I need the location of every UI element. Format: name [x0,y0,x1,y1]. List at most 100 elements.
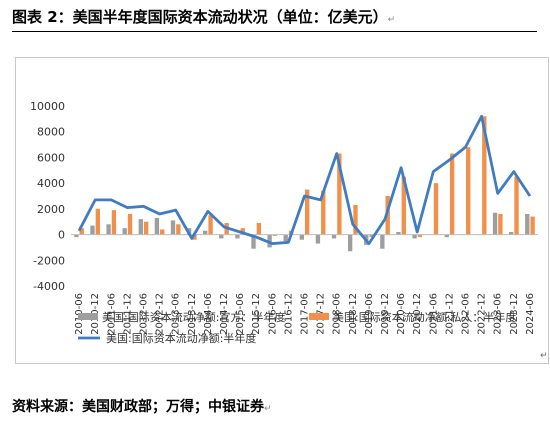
x-tick-label: 2014-06 [203,293,214,335]
paragraph-mark: ↵ [387,15,396,25]
x-tick-label: 2011-12 [122,293,133,335]
legend-swatch-official [78,313,98,320]
paragraph-mark: ↵ [540,351,548,361]
x-tick-label: 2014-12 [219,293,230,335]
bar-private [353,205,358,235]
bar-official [525,214,530,235]
bar-official [235,234,240,239]
legend: 美国:国际资本流动净额:官方：半年度 美国:国际资本流动净额:私人：半年度美国:国… [78,310,516,345]
x-tick-label: 2023-06 [493,293,504,335]
y-axis: -4000 -2000 0 2000 4000 6000 8000 10000 [30,100,65,293]
x-tick-label: 2013-12 [187,293,198,335]
bar-private [401,176,406,235]
x-tick-label: 2020-06 [396,293,407,335]
line-layer [77,114,532,246]
bar-official [492,212,498,235]
bar-private [385,196,390,235]
bar-official [203,230,208,235]
bar-private [208,215,213,235]
bar-private [160,229,165,235]
legend-label-private: 美国:国际资本流动净额:私人：半年度 [333,310,516,324]
bar-private [272,234,278,236]
x-tick-label: 2013-06 [171,293,182,335]
bar-official [380,234,385,249]
y-tick-label: 10000 [30,100,65,113]
title-rule [12,31,537,32]
bar-private [111,210,117,235]
bar-official [396,232,401,235]
bar-official [299,234,304,240]
legend-swatch-private [309,313,329,320]
x-tick-label: 2011-06 [106,293,117,335]
y-tick-label: 0 [58,229,65,242]
bar-official [331,234,337,239]
bar-official [138,219,143,235]
bar-private [305,189,310,235]
y-tick-label: 2000 [37,203,65,216]
bar-official [219,234,224,239]
bar-private [240,228,245,235]
x-tick-label: 2022-06 [461,293,472,335]
x-tick-label: 2016-12 [283,293,294,335]
bar-official [315,234,321,244]
bar-private [95,208,101,235]
x-tick-label: 2021-06 [428,293,439,335]
x-tick-label: 2012-12 [155,293,166,335]
bars-layer [74,116,535,252]
x-tick-label: 2018-12 [348,293,359,335]
bar-official [106,224,111,235]
bar-official [283,234,288,241]
legend-label-official: 美国:国际资本流动净额:官方：半年度 [102,310,285,324]
bar-private [321,190,326,235]
bar-official [154,217,160,235]
bar-official [412,234,417,239]
legend-label-net: 美国:国际资本流动净额:半年度 [106,331,256,345]
x-tick-label: 2015-12 [251,293,262,335]
bar-private [127,214,133,235]
x-tick-label: 2022-12 [477,293,488,335]
bar-official [170,220,176,235]
x-tick-label: 2018-06 [332,293,343,335]
x-tick-label: 2023-12 [509,293,520,335]
bar-private [482,116,487,235]
y-tick-label: -2000 [33,254,65,267]
bar-private [417,234,423,238]
x-tick-label: 2020-12 [412,293,423,335]
source-note: 资料来源：美国财政部；万得；中银证券↵ [12,399,272,415]
bar-official [347,234,353,252]
x-tick-label: 2015-06 [235,293,246,335]
bar-private [192,234,197,240]
paragraph-mark: ↵ [264,404,272,414]
bar-official [251,234,256,249]
bar-private [143,221,149,235]
bar-private [79,228,84,235]
bar-official [122,228,127,235]
bar-private [498,214,503,235]
x-tick-label: 2021-12 [444,293,455,335]
x-tick-label: 2017-06 [300,293,311,335]
bar-private [256,223,262,235]
y-tick-label: 6000 [37,151,65,164]
y-tick-label: 8000 [37,126,65,139]
figure-title: 图表 2：美国半年度国际资本流动状况（单位：亿美元）↵ [12,8,396,26]
bar-private [176,224,181,235]
x-tick-label: 2019-06 [364,293,375,335]
bar-private [433,183,439,235]
bar-official [444,234,449,238]
bar-private [466,147,471,235]
y-tick-label: -4000 [33,280,65,293]
x-tick-label: 2019-12 [380,293,391,335]
bar-private [514,176,519,235]
y-tick-label: 4000 [37,177,65,190]
bar-official [267,234,272,248]
bar-official [74,234,79,238]
x-tick-label: 2012-06 [138,293,149,335]
bar-private [449,153,455,235]
x-tick-label: 2016-06 [267,293,278,335]
x-tick-label: 2024-06 [525,293,536,335]
net-flow-line [77,114,532,246]
bar-private [369,234,374,238]
bar-private [337,153,342,235]
